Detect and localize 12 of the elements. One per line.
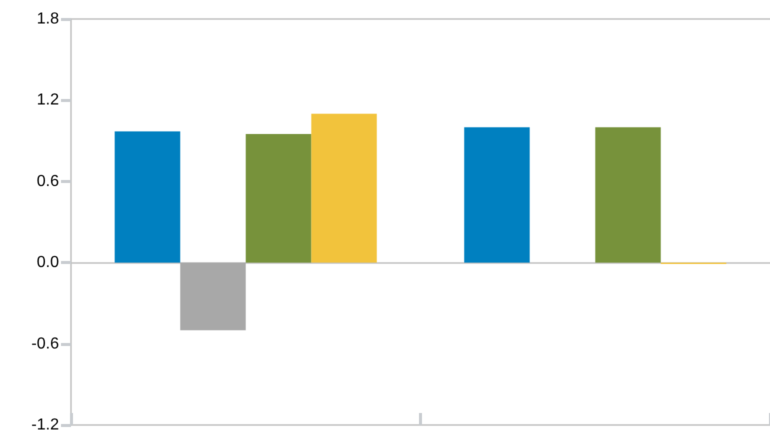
y-tick-label: 1.2 bbox=[36, 92, 60, 109]
bar bbox=[311, 114, 377, 263]
bar bbox=[180, 262, 246, 330]
bar bbox=[114, 131, 180, 263]
y-tick-label: 0.0 bbox=[36, 254, 60, 272]
bar bbox=[246, 134, 312, 263]
y-tick-label: -1.2 bbox=[31, 416, 60, 434]
y-tick-label: -0.6 bbox=[31, 335, 60, 352]
bar bbox=[595, 127, 661, 263]
bar bbox=[464, 127, 530, 263]
y-tick-label: 0.6 bbox=[36, 172, 60, 190]
y-tick-label: 1.8 bbox=[36, 10, 60, 28]
